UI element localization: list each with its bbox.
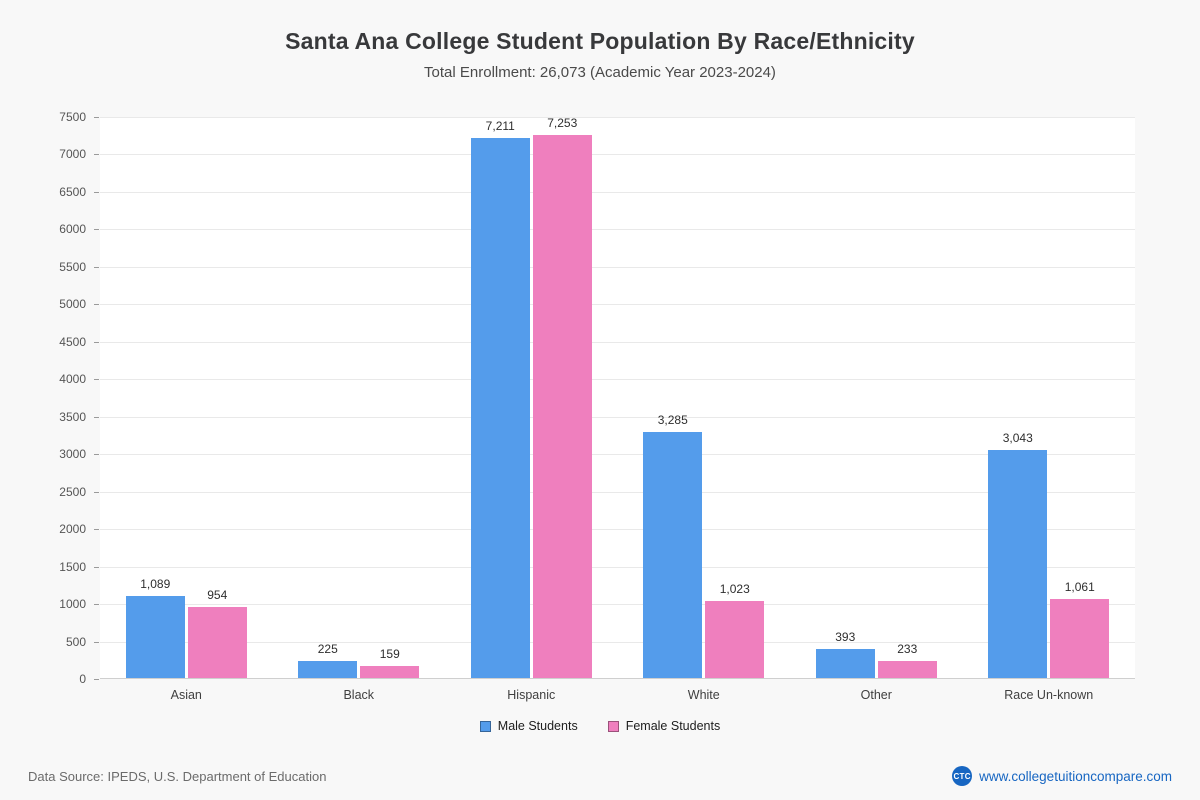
bar-value-label: 3,285 [657, 412, 688, 427]
gridline [100, 566, 1135, 568]
bar-value-label: 393 [835, 629, 856, 644]
y-axis-tick-label: 4500 [59, 334, 86, 349]
x-axis-category-label: Race Un-known [1004, 688, 1094, 702]
bar-value-label: 7,253 [547, 115, 578, 130]
y-axis-tick [94, 529, 99, 531]
y-axis-tick [94, 454, 99, 456]
gridline [100, 454, 1135, 456]
gridline [100, 604, 1135, 606]
gridline [100, 529, 1135, 531]
y-axis-tick [94, 341, 99, 343]
y-axis-tick-label: 6500 [59, 184, 86, 199]
bar-female-students-hispanic[interactable] [532, 134, 592, 678]
y-axis-tick [94, 191, 99, 193]
footer: Data Source: IPEDS, U.S. Department of E… [0, 766, 1200, 786]
y-axis-tick-label: 500 [65, 634, 86, 649]
gridline [100, 491, 1135, 493]
y-axis-tick-label: 5500 [59, 259, 86, 274]
bar-male-students-hispanic[interactable] [470, 137, 530, 678]
legend-label: Male Students [497, 719, 578, 733]
y-axis-tick-label: 0 [79, 672, 86, 686]
y-axis-tick [94, 679, 99, 680]
data-source-text: Data Source: IPEDS, U.S. Department of E… [28, 768, 327, 784]
bar-value-label: 225 [317, 642, 338, 657]
legend-swatch-icon [607, 720, 619, 732]
bar-female-students-asian[interactable] [187, 606, 247, 678]
bar-value-label: 159 [379, 647, 400, 662]
gridline [100, 416, 1135, 418]
bar-male-students-other[interactable] [815, 648, 875, 678]
y-axis-tick [94, 379, 99, 381]
bar-value-label: 233 [897, 641, 918, 656]
bar-female-students-race-un-known[interactable] [1050, 598, 1110, 678]
y-axis-tick [94, 604, 99, 606]
ctc-logo-icon: CTC [952, 766, 973, 786]
y-axis-tick [94, 491, 99, 493]
bar-value-label: 1,089 [140, 577, 171, 592]
y-axis-tick-label: 6000 [59, 222, 86, 237]
y-axis-tick-label: 3500 [59, 409, 86, 424]
chart-title: Santa Ana College Student Population By … [285, 28, 915, 54]
bar-value-label: 954 [207, 587, 228, 602]
bar-male-students-white[interactable] [643, 431, 703, 678]
website-link[interactable]: CTC www.collegetuitioncompare.com [952, 766, 1172, 786]
y-axis-tick-label: 2000 [59, 522, 86, 537]
website-url: www.collegetuitioncompare.com [979, 768, 1172, 784]
x-axis-category-label: Asian [170, 688, 202, 702]
x-axis: Asian Black Hispanic White Other Race Un-know… [100, 679, 1135, 705]
bar-value-label: 1,061 [1064, 579, 1095, 594]
y-axis: 0 500 1000 1500 2000 2500 3000 3500 4000 4500 5000… [0, 110, 99, 686]
plot-area: 1,089 954 225 159 7,211 7,253 3,285 1,023 393 233… [100, 115, 1135, 679]
y-axis-tick-label: 5000 [59, 297, 86, 312]
bar-male-students-race-un-known[interactable] [988, 449, 1048, 678]
y-axis-tick-label: 7500 [59, 110, 86, 124]
gridline [100, 304, 1135, 306]
legend-item-female-students[interactable]: Female Students [607, 719, 721, 733]
x-axis-category-label: White [687, 688, 720, 702]
y-axis-tick-label: 3000 [59, 447, 86, 462]
bar-value-label: 1,023 [719, 582, 750, 597]
y-axis-tick [94, 566, 99, 568]
y-axis-tick [94, 304, 99, 306]
y-axis-tick-label: 4000 [59, 372, 86, 387]
y-axis-tick-label: 1000 [59, 597, 86, 612]
legend-item-male-students[interactable]: Male Students [479, 719, 578, 733]
gridline [100, 266, 1135, 268]
x-axis-category-label: Black [343, 688, 375, 702]
legend-swatch-icon [479, 720, 491, 732]
gridline [100, 229, 1135, 231]
bar-female-students-black[interactable] [360, 666, 420, 678]
bar-female-students-other[interactable] [877, 660, 937, 678]
y-axis-tick-label: 7000 [59, 147, 86, 162]
x-axis-category-label: Hispanic [507, 688, 556, 702]
bar-value-label: 3,043 [1002, 430, 1033, 445]
gridline [100, 117, 1135, 118]
gridline [100, 379, 1135, 381]
bar-male-students-asian[interactable] [125, 596, 185, 678]
y-axis-tick [94, 117, 99, 118]
chart-subtitle: Total Enrollment: 26,073 (Academic Year … [424, 64, 776, 81]
y-axis-tick-label: 1500 [59, 559, 86, 574]
gridline [100, 154, 1135, 156]
legend-label: Female Students [625, 719, 721, 733]
gridline [100, 191, 1135, 193]
chart-legend: Male Students Female Students [0, 719, 1200, 733]
bar-female-students-white[interactable] [705, 601, 765, 678]
gridline [100, 341, 1135, 343]
y-axis-tick-label: 2500 [59, 484, 86, 499]
y-axis-tick [94, 416, 99, 418]
y-axis-tick [94, 641, 99, 643]
gridline [100, 641, 1135, 643]
bar-male-students-black[interactable] [298, 661, 358, 678]
y-axis-tick [94, 229, 99, 231]
y-axis-tick [94, 266, 99, 268]
x-axis-category-label: Other [860, 688, 892, 702]
y-axis-tick [94, 154, 99, 156]
bar-value-label: 7,211 [485, 118, 515, 133]
